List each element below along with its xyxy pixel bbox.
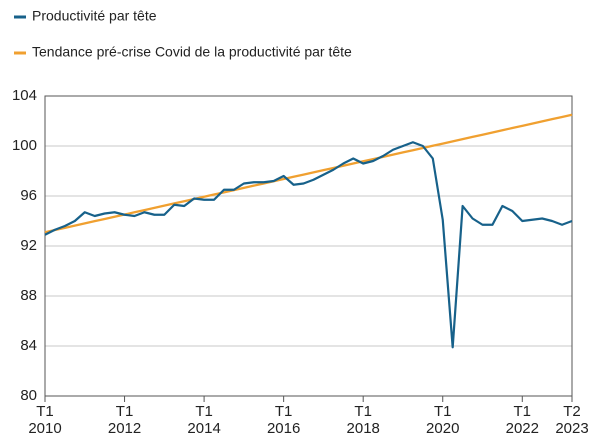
x-tick-label: T1 2020 [426,403,460,437]
x-tick-label: T1 2016 [266,403,301,437]
y-tick-label: 84 [20,337,37,354]
x-tick-label: T2 2023 [555,403,589,437]
legend-label: Tendance pré-crise Covid de la productiv… [32,44,352,60]
x-tick-label: T1 2014 [187,403,221,437]
x-tick-label: T1 2018 [346,403,380,437]
y-tick-label: 104 [12,87,37,104]
x-tick-label: T1 2022 [505,403,539,437]
y-tick-label: 96 [20,187,37,204]
y-tick-label: 100 [12,137,37,154]
x-tick-label: T1 2012 [107,403,142,437]
y-tick-label: 88 [20,287,37,304]
series-line [44,113,573,234]
plot-frame [44,95,573,397]
series-line [44,141,573,349]
x-tick-label: T1 2010 [28,403,62,437]
y-tick-label: 92 [20,237,37,254]
y-tick-label: 80 [20,387,37,404]
legend-label: Productivité par tête [32,8,157,24]
